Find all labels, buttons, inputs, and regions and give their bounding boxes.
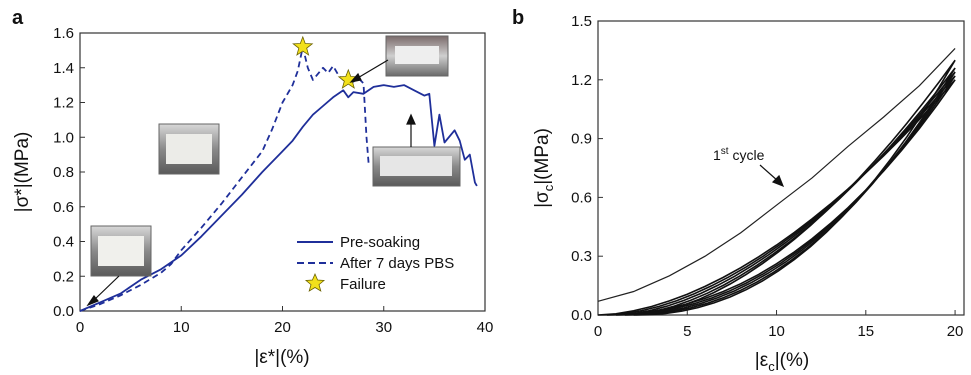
plot-frame-b: [597, 20, 965, 316]
a-x-tick-label: 40: [477, 319, 494, 336]
annotation-first-cycle-rest: cycle: [729, 147, 765, 163]
a-y-tick-label: 0.4: [53, 234, 74, 251]
a-x-tick-label: 10: [173, 319, 190, 336]
b-x-tick-label: 20: [947, 323, 964, 340]
panel-label-a: a: [12, 7, 24, 29]
legend-swatch-failure-star: [304, 272, 326, 292]
a-y-tick-label: 1.0: [53, 129, 74, 146]
b-x-tick-label: 10: [768, 323, 785, 340]
b-y-tick-label: 0.0: [571, 307, 592, 324]
x-axis-title-a: |ε*|(%): [254, 347, 309, 368]
legend-a: Pre-soaking After 7 days PBS Failure: [297, 234, 454, 293]
cycle-curve-4: [615, 71, 956, 316]
photo-inset-sample-mid: [158, 123, 220, 175]
a-y-tick-label: 0.8: [53, 164, 74, 181]
legend-label-pbs: After 7 days PBS: [340, 255, 454, 272]
chart-a: 0 10 20 30 40 0.0 0.2 0.4 0.6 0.8 1.0 1.2 1.4 1.6: [12, 25, 493, 368]
failure-marker-1: [292, 35, 314, 56]
a-y-tick-label: 1.2: [53, 95, 74, 112]
a-y-tick-label: 1.6: [53, 25, 74, 42]
x-axis-title-b: |εc|(%): [755, 350, 809, 374]
y-axis-title-b: |σc|(MPa): [532, 128, 556, 208]
b-x-tick-label: 5: [683, 323, 691, 340]
annotation-first-cycle-sup: st: [721, 146, 729, 157]
axis-ticks-b: 0 5 10 15 20 0.0 0.3 0.6 0.9 1.2 1.5: [571, 13, 963, 340]
axis-ticks-a: 0 10 20 30 40 0.0 0.2 0.4 0.6 0.8 1.0 1.2 1.4 1.6: [53, 25, 493, 336]
b-y-tick-label: 1.5: [571, 13, 592, 30]
series-line-first-cycle: [597, 47, 956, 302]
inset-arrows: [86, 59, 416, 307]
x-axis-title-b-post: |(%): [775, 350, 809, 371]
a-y-tick-label: 0.2: [53, 268, 74, 285]
x-axis-title-b-sub: c: [768, 359, 775, 374]
annotation-arrow-b: [759, 164, 785, 188]
a-x-tick-label: 0: [76, 319, 84, 336]
series-group-a: [79, 35, 478, 312]
photo-inset-sample-pbs-failure: [385, 35, 449, 77]
y-axis-title-b-pre: |σ: [532, 191, 553, 208]
a-x-tick-label: 30: [375, 319, 392, 336]
chart-b: 0 5 10 15 200.00.30.60.91.21.5 1st cycle |εc…: [532, 13, 965, 374]
annotation-first-cycle: 1st cycle: [713, 146, 765, 163]
a-y-tick-label: 0.6: [53, 199, 74, 216]
photo-inset-sample-presoak-failure: [372, 146, 461, 187]
cycle-curve-2: [597, 79, 956, 316]
y-axis-title-b-post: |(MPa): [532, 128, 553, 185]
a-y-tick-label: 1.4: [53, 60, 74, 77]
panel-label-b: b: [512, 7, 524, 29]
a-x-tick-label: 20: [274, 319, 291, 336]
cycle-curve-5: [624, 67, 956, 316]
y-axis-title-b-sub: c: [541, 184, 556, 191]
series-group-b: [597, 47, 956, 316]
legend-label-presoaking: Pre-soaking: [340, 234, 420, 251]
photo-inset-sample-initial: [90, 225, 152, 277]
cycle-curve-6: [633, 59, 956, 316]
a-y-tick-label: 0.0: [53, 303, 74, 320]
cycle-curve-3: [606, 75, 956, 316]
b-y-tick-label: 0.3: [571, 248, 592, 265]
legend-label-failure: Failure: [340, 276, 386, 293]
annotation-first-cycle-main: 1: [713, 147, 721, 163]
y-axis-title-a: |σ*|(MPa): [12, 132, 33, 213]
b-y-tick-label: 0.6: [571, 189, 592, 206]
b-x-tick-label: 15: [857, 323, 874, 340]
b-x-tick-label: 0: [594, 323, 602, 340]
x-axis-title-b-pre: |ε: [755, 350, 769, 371]
b-y-tick-label: 0.9: [571, 131, 592, 148]
series-line-presoaking: [79, 84, 478, 312]
b-y-tick-label: 1.2: [571, 72, 592, 89]
